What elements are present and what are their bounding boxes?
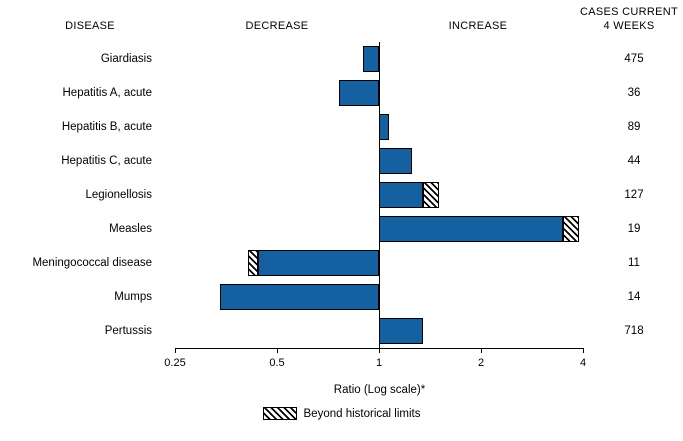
x-axis-title: Ratio (Log scale)* (333, 384, 426, 396)
ratio-bar (338, 80, 379, 106)
ratio-bar (379, 114, 389, 140)
chart-row: Giardiasis 475 (0, 42, 683, 76)
axis-tick (481, 348, 482, 353)
chart-row: Mumps 14 (0, 280, 683, 314)
cases-current-4-weeks-value: 475 (624, 53, 644, 65)
disease-label: Hepatitis C, acute (61, 155, 152, 167)
axis-tick (379, 348, 380, 353)
disease-label: Hepatitis B, acute (61, 121, 152, 133)
disease-label: Hepatitis A, acute (62, 87, 153, 99)
column-header-cases-line1: CASES CURRENT (579, 6, 679, 18)
axis-tick (583, 348, 584, 353)
cases-current-4-weeks-value: 14 (627, 291, 641, 303)
beyond-historical-limits-hatch-swatch (262, 407, 297, 420)
disease-label: Mumps (114, 291, 152, 303)
chart-row: Hepatitis A, acute 36 (0, 76, 683, 110)
chart-row: Meningococcal disease 11 (0, 246, 683, 280)
legend: Beyond historical limits (0, 407, 683, 420)
axis-tick (277, 348, 278, 353)
axis-tick-label: 4 (579, 357, 587, 369)
disease-label: Meningococcal disease (32, 257, 152, 269)
column-header-disease: DISEASE (65, 20, 115, 32)
column-header-increase: INCREASE (448, 20, 508, 32)
ratio-bar (379, 216, 564, 242)
axis-tick-label: 0.5 (269, 357, 285, 369)
column-header-decrease: DECREASE (245, 20, 309, 32)
cases-current-4-weeks-value: 89 (627, 121, 641, 133)
disease-label: Measles (109, 223, 152, 235)
cases-current-4-weeks-value: 44 (627, 155, 641, 167)
cases-current-4-weeks-value: 19 (627, 223, 641, 235)
chart-row: Legionellosis 127 (0, 178, 683, 212)
column-header-cases-line2: 4 WEEKS (603, 20, 655, 32)
legend-label: Beyond historical limits (303, 407, 421, 420)
beyond-historical-limits-segment (247, 250, 259, 276)
chart-row: Measles 19 (0, 212, 683, 246)
chart-row: Hepatitis B, acute 89 (0, 110, 683, 144)
ratio-bar (363, 46, 379, 72)
beyond-historical-limits-segment (563, 216, 580, 242)
axis-tick-label: 0.25 (164, 357, 186, 369)
cases-current-4-weeks-value: 11 (628, 257, 640, 269)
ratio-bar (379, 318, 424, 344)
ratio-bar (258, 250, 379, 276)
ratio-bar (379, 182, 424, 208)
ratio-bar (379, 148, 412, 174)
disease-label: Pertussis (104, 325, 152, 337)
axis-tick (175, 348, 176, 353)
disease-label: Giardiasis (100, 53, 152, 65)
axis-tick-label: 1 (375, 357, 383, 369)
chart-row: Hepatitis C, acute 44 (0, 144, 683, 178)
cases-current-4-weeks-value: 127 (624, 189, 644, 201)
disease-label: Legionellosis (85, 189, 153, 201)
axis-tick-label: 2 (477, 357, 485, 369)
cases-current-4-weeks-value: 36 (627, 87, 641, 99)
chart-row: Pertussis 718 (0, 314, 683, 348)
beyond-historical-limits-segment (423, 182, 439, 208)
ratio-bar (220, 284, 379, 310)
cases-current-4-weeks-value: 718 (624, 325, 644, 337)
